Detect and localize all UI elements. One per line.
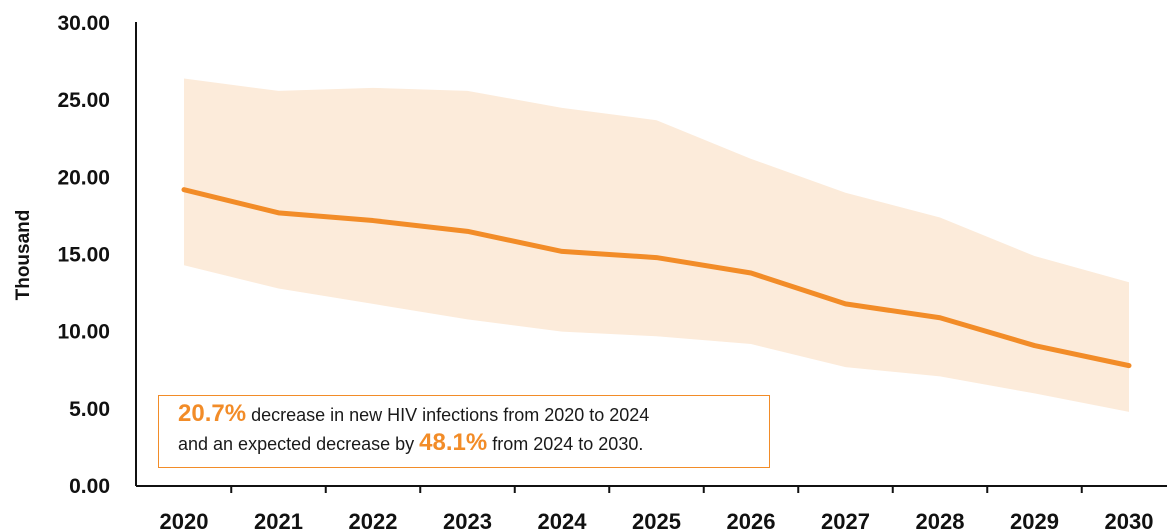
annotation-text-2b: from 2024 to 2030. [487,434,644,454]
annotation-text-2a: and an expected decrease by [178,434,420,454]
x-tick-label-2026: 2026 [727,509,776,531]
y-tick-label: 30.00 [57,12,110,35]
annotation-box: 20.7% decrease in new HIV infections fro… [158,395,770,468]
x-tick-label-2021: 2021 [254,509,303,531]
annotation-line-1: 20.7% decrease in new HIV infections fro… [178,400,769,429]
x-tick-label-2024: 2024 [538,509,588,531]
x-tick-label-2027: 2027 [821,509,870,531]
annotation-text-1: decrease in new HIV infections from 2020… [246,405,650,425]
annotation-percent-decrease-2024-2030: 48.1% [419,429,488,456]
y-axis-label: Thousand [13,210,34,301]
y-tick-label: 5.00 [69,398,110,421]
x-tick-label-2023: 2023 [443,509,492,531]
x-tick-label-2025: 2025 [632,509,681,531]
y-tick-label: 20.00 [57,166,110,189]
y-tick-label: 15.00 [57,244,110,267]
y-tick-label: 0.00 [69,475,110,498]
x-tick-label-2020: 2020 [160,509,209,531]
annotation-line-2: and an expected decrease by 48.1% from 2… [178,429,769,458]
annotation-percent-decrease-2020-2024: 20.7% [178,400,247,427]
uncertainty-band [184,78,1129,412]
x-tick-label-2022: 2022 [349,509,398,531]
x-tick-label-2028: 2028 [916,509,965,531]
x-tick-label-2029: 2029 [1010,509,1059,531]
x-tick-label-2030: 2030 [1105,509,1154,531]
y-tick-label: 10.00 [57,321,110,344]
y-tick-label: 25.00 [57,89,110,112]
